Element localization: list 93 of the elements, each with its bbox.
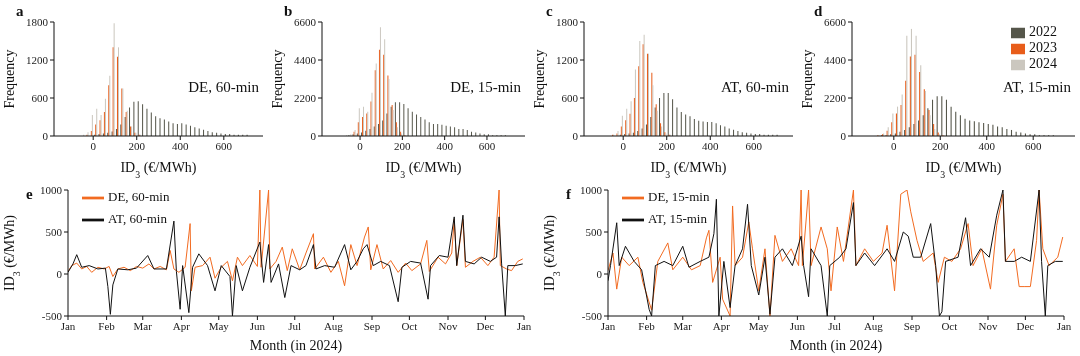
y-axis-title: Frequency [2,49,17,109]
x-tick-label: Oct [941,319,958,332]
y-tick-label: 1200 [556,53,579,66]
x-tick-label: 0 [620,139,627,152]
y-tick-label: 0 [572,129,579,142]
x-tick-label: Oct [401,319,418,332]
annotation: DE, 60-min [188,79,259,96]
chart-title: c [546,3,553,20]
x-tick-label: Jan [516,319,532,332]
chart-title: e [26,186,33,203]
x-axis-title: ID$_{3}$ (€/MWh) [120,160,197,180]
x-tick-label: Jun [249,319,266,332]
x-tick-label: May [208,319,230,332]
x-axis-title: Month (in 2024) [249,338,343,354]
y-axis-title: Frequency [532,49,547,109]
x-tick-label: Jan [60,319,76,332]
y-tick-label: 4400 [824,53,847,66]
x-tick-label: 600 [1024,139,1042,152]
y-tick-label: 500 [585,225,603,238]
x-tick-label: Mar [673,319,693,332]
x-tick-label: Nov [438,319,458,332]
x-tick-label: Dec [476,319,495,332]
y-tick-label: 6600 [824,15,847,28]
x-axis-title: ID$_{3}$ (€/MWh) [925,160,1002,180]
legend-label: 2022 [1029,24,1057,39]
x-tick-label: Mar [133,319,153,332]
x-tick-label: 200 [658,139,676,152]
x-tick-label: Sep [903,319,921,332]
legend-label: AT, 60-min [108,210,167,226]
legend-label: 2024 [1029,56,1057,71]
y-tick-label: 4400 [294,53,317,66]
x-tick-label: Jun [789,319,806,332]
y-tick-label: 0 [42,129,49,142]
x-tick-label: Feb [98,319,116,332]
x-tick-label: 0 [357,139,364,152]
x-tick-label: 400 [978,139,996,152]
y-tick-label: 0 [56,267,63,280]
y-tick-label: 2200 [824,91,847,104]
legend-label: 2023 [1029,40,1057,55]
y-tick-label: 6600 [294,15,317,28]
x-tick-label: 200 [394,139,412,152]
x-axis-title: ID$_{3}$ (€/MWh) [385,160,462,180]
x-axis-title: Month (in 2024) [789,338,883,354]
x-tick-label: Jan [600,319,616,332]
y-tick-label: 1000 [580,183,603,196]
x-tick-label: Nov [978,319,998,332]
x-tick-label: Aug [863,319,884,332]
x-tick-label: 400 [172,139,190,152]
annotation: DE, 15-min [450,79,521,96]
chart-title: d [814,3,823,20]
legend-label: AT, 15-min [648,210,707,226]
x-tick-label: Aug [323,319,344,332]
chart-title: f [566,186,571,203]
y-tick-label: 1000 [40,183,63,196]
x-tick-label: 600 [745,139,763,152]
x-tick-label: 600 [478,139,496,152]
x-tick-label: Jul [288,319,302,332]
y-tick-label: 1800 [26,15,49,28]
y-axis-title: Frequency [270,49,285,109]
x-tick-label: Apr [712,319,731,332]
x-tick-label: 200 [128,139,146,152]
y-tick-label: -500 [581,309,603,322]
x-tick-label: 0 [90,139,97,152]
y-tick-label: 600 [31,91,49,104]
x-tick-label: 400 [702,139,720,152]
x-tick-label: 0 [891,139,898,152]
y-tick-label: 0 [310,129,317,142]
x-tick-label: Sep [363,319,381,332]
x-tick-label: Jan [1056,319,1072,332]
y-tick-label: 1200 [26,53,49,66]
x-tick-label: 200 [932,139,950,152]
x-tick-label: Apr [172,319,191,332]
annotation: AT, 60-min [720,79,789,96]
x-tick-label: 400 [436,139,454,152]
annotation: AT, 15-min [1002,79,1071,96]
x-tick-label: Dec [1016,319,1035,332]
y-tick-label: 500 [45,225,63,238]
chart-title: a [16,3,24,20]
y-tick-label: 0 [596,267,603,280]
y-tick-label: -500 [41,309,63,322]
y-tick-label: 2200 [294,91,317,104]
x-tick-label: Feb [638,319,656,332]
x-axis-title: ID$_{3}$ (€/MWh) [650,160,727,180]
y-tick-label: 600 [561,91,579,104]
y-axis-title: Frequency [800,49,815,109]
x-tick-label: May [748,319,770,332]
legend-label: DE, 15-min [648,188,710,204]
x-tick-label: 600 [215,139,233,152]
y-tick-label: 0 [840,129,847,142]
legend-label: DE, 60-min [108,188,170,204]
x-tick-label: Jul [828,319,842,332]
y-tick-label: 1800 [556,15,579,28]
chart-title: b [284,3,293,20]
